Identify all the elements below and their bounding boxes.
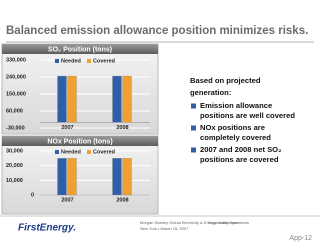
chart-title: SO₂ Position (tons) — [48, 46, 112, 53]
bullet-marker — [191, 125, 196, 131]
legend-swatch — [87, 150, 91, 154]
bar — [67, 158, 77, 196]
y-tick-label: 30,000 — [6, 148, 23, 154]
y-tick-label: 240,000 — [6, 74, 26, 80]
chart-header — [2, 136, 158, 146]
footer-section: Commodity Operations — [208, 220, 249, 225]
chart-panel — [1, 43, 159, 135]
chart-title: NOx Position (tons) — [47, 138, 112, 145]
legend-label: Needed — [61, 58, 81, 64]
bullet-marker — [191, 103, 196, 109]
chart-header — [2, 44, 158, 54]
slide-title: Balanced emission allowance position min… — [6, 25, 308, 37]
legend-swatch — [55, 150, 59, 154]
legend-label: Covered — [93, 149, 115, 155]
y-tick-label: 60,000 — [6, 108, 23, 114]
bullet-text: Emission allowance — [200, 101, 272, 110]
bullet-text: completely covered — [200, 133, 271, 142]
bar — [57, 158, 67, 196]
bullet-text: positions are covered — [200, 155, 279, 164]
bar — [112, 158, 122, 196]
footer-place: New York • March 15, 2007 — [140, 226, 189, 231]
chart-panel — [1, 135, 159, 215]
legend-label: Needed — [61, 149, 81, 155]
bar — [57, 75, 67, 123]
page-number: App-12 — [289, 235, 312, 242]
y-tick-label: 10,000 — [6, 178, 23, 184]
footer-event: Morgan Stanley Global Electricity & Ener… — [140, 220, 239, 225]
legend-label: Covered — [93, 58, 115, 64]
bullet-text: 2007 and 2008 net SO₂ — [200, 145, 281, 154]
bar — [67, 75, 77, 123]
bar — [122, 158, 132, 196]
x-tick-label: 2008 — [116, 125, 128, 131]
logo: FirstEnergy. — [18, 223, 76, 234]
y-tick-label: 20,000 — [6, 163, 23, 169]
x-tick-label: 2008 — [116, 197, 128, 203]
x-tick-label: 2007 — [61, 125, 73, 131]
intro: generation: — [190, 88, 231, 97]
y-tick-label: 150,000 — [6, 91, 26, 97]
bar — [112, 75, 122, 123]
legend-swatch — [87, 59, 91, 63]
y-tick-label: 330,000 — [6, 57, 26, 63]
legend-swatch — [55, 59, 59, 63]
y-tick-label: -30,000 — [6, 125, 25, 131]
y-tick-label: 0 — [31, 192, 34, 198]
bar — [122, 75, 132, 123]
bullet-text: positions are well covered — [200, 111, 295, 120]
bullet-text: NOx positions are — [200, 123, 265, 132]
bullet-marker — [191, 147, 196, 153]
x-tick-label: 2007 — [61, 197, 73, 203]
intro: Based on projected — [190, 76, 261, 85]
